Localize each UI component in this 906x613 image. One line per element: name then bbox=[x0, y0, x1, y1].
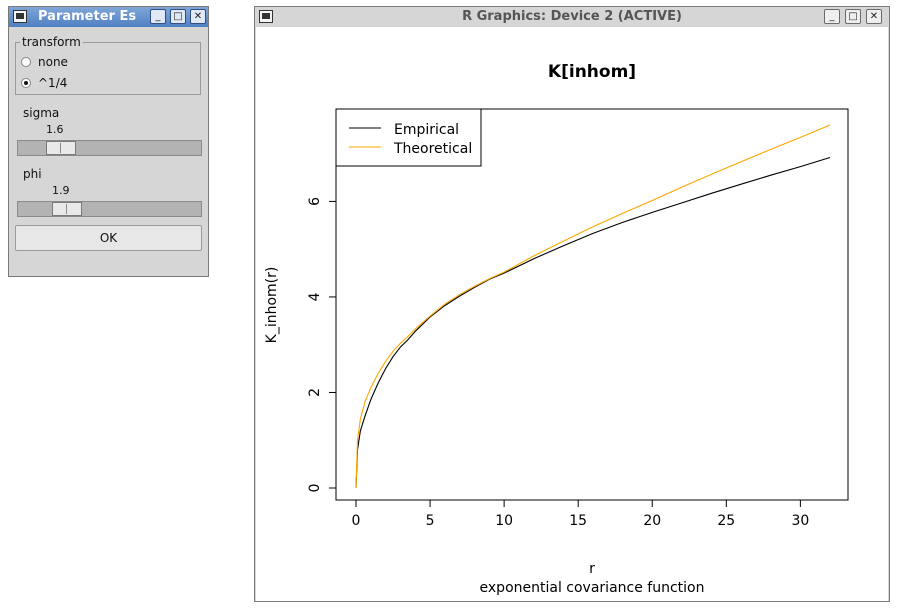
sigma-label: sigma bbox=[23, 106, 60, 120]
phi-label: phi bbox=[23, 167, 42, 181]
x-tick-label: 30 bbox=[791, 513, 809, 529]
y-tick-label: 0 bbox=[307, 484, 323, 493]
minimize-icon[interactable]: _ bbox=[150, 9, 166, 24]
chart-subtitle: exponential covariance function bbox=[480, 580, 705, 596]
window-menu-icon[interactable] bbox=[13, 10, 27, 23]
close-icon[interactable]: ✕ bbox=[866, 9, 882, 24]
ok-button[interactable]: OK bbox=[15, 225, 202, 251]
phi-value: 1.9 bbox=[52, 184, 70, 197]
plot-area: 0 5 10 15 20 25 30 0 2 4 6 K[inhom] r exponential … bbox=[256, 27, 888, 601]
legend-label-empirical: Empirical bbox=[394, 122, 459, 138]
radio-none-label: none bbox=[38, 55, 68, 69]
legend: Empirical Theoretical bbox=[335, 108, 482, 167]
x-axis-label: r bbox=[589, 561, 595, 577]
y-axis-label: K_inhom(r) bbox=[264, 267, 280, 344]
x-tick-label: 20 bbox=[643, 513, 661, 529]
x-tick-label: 5 bbox=[426, 513, 435, 529]
minimize-icon[interactable]: _ bbox=[824, 9, 840, 24]
graphics-window-titlebar[interactable]: R Graphics: Device 2 (ACTIVE) _ □ ✕ bbox=[255, 7, 889, 27]
phi-slider-handle[interactable] bbox=[52, 202, 82, 216]
phi-slider[interactable] bbox=[17, 201, 202, 217]
transform-legend: transform bbox=[22, 35, 81, 49]
radio-none-indicator[interactable] bbox=[21, 57, 31, 67]
radio-quarter-power-label: ^1/4 bbox=[38, 76, 68, 90]
legend-label-theoretical: Theoretical bbox=[393, 141, 472, 157]
close-icon[interactable]: ✕ bbox=[190, 9, 206, 24]
y-tick-label: 4 bbox=[307, 292, 323, 301]
y-tick-label: 6 bbox=[307, 197, 323, 206]
series-line-theoretical bbox=[355, 124, 831, 489]
radio-quarter-power[interactable]: ^1/4 bbox=[21, 76, 67, 90]
x-tick-label: 0 bbox=[352, 513, 361, 529]
x-tick-label: 25 bbox=[717, 513, 735, 529]
sigma-slider-handle[interactable] bbox=[46, 141, 76, 155]
radio-quarter-power-indicator[interactable] bbox=[21, 78, 31, 88]
parameter-window-titlebar[interactable]: Parameter Es _ □ ✕ bbox=[9, 7, 208, 27]
x-tick-label: 10 bbox=[495, 513, 513, 529]
y-tick-label: 2 bbox=[307, 388, 323, 397]
sigma-slider[interactable] bbox=[17, 140, 202, 156]
plot-frame bbox=[335, 108, 849, 501]
chart-svg: 0 5 10 15 20 25 30 0 2 4 6 K[inhom] r exponential … bbox=[264, 62, 849, 596]
legend-box bbox=[335, 108, 482, 167]
window-menu-icon[interactable] bbox=[259, 10, 273, 23]
sigma-value: 1.6 bbox=[46, 123, 64, 136]
x-tick-label: 15 bbox=[569, 513, 587, 529]
graphics-window: R Graphics: Device 2 (ACTIVE) _ □ ✕ 0 5 10… bbox=[254, 6, 890, 602]
parameter-window: Parameter Es _ □ ✕ transform none ^1/4 s… bbox=[8, 6, 209, 277]
chart-title: K[inhom] bbox=[548, 62, 636, 82]
maximize-icon[interactable]: □ bbox=[170, 9, 186, 24]
transform-group: transform bbox=[15, 35, 201, 95]
series-line-empirical bbox=[355, 156, 831, 489]
graphics-window-title: R Graphics: Device 2 (ACTIVE) bbox=[462, 9, 682, 24]
maximize-icon[interactable]: □ bbox=[845, 9, 861, 24]
radio-none[interactable]: none bbox=[21, 55, 68, 69]
parameter-window-title: Parameter Es bbox=[38, 9, 137, 24]
